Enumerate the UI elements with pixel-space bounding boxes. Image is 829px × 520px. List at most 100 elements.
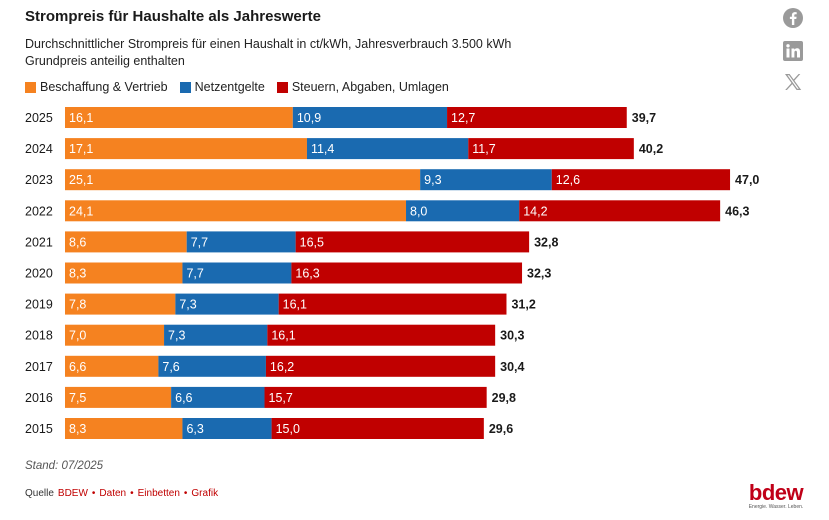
- bar-segment-netzentgelte[interactable]: [182, 262, 292, 284]
- segment-value-label: 15,0: [276, 422, 300, 436]
- bar-segment-steuern[interactable]: [519, 200, 721, 222]
- bar-segment-netzentgelte[interactable]: [306, 138, 469, 160]
- bar-segment-steuern[interactable]: [447, 107, 627, 128]
- bar-row-2015: 2015 8,3 6,3 15,0 29,6: [25, 418, 513, 439]
- segment-value-label: 8,3: [69, 267, 86, 281]
- bar-segment-steuern[interactable]: [278, 293, 507, 315]
- segment-value-label: 16,3: [295, 267, 319, 281]
- bar-row-2021: 2021 8,6 7,7 16,5 32,8: [25, 231, 558, 253]
- linkedin-icon[interactable]: [782, 40, 804, 62]
- total-value-label: 46,3: [725, 204, 749, 218]
- segment-value-label: 10,9: [297, 111, 321, 125]
- logo-tagline: Energie. Wasser. Leben.: [748, 504, 804, 510]
- bar-segment-netzentgelte[interactable]: [171, 386, 265, 408]
- bar-segment-beschaffung[interactable]: [65, 231, 187, 253]
- bar-segment-netzentgelte[interactable]: [406, 200, 520, 222]
- bar-segment-netzentgelte[interactable]: [420, 169, 552, 191]
- chart-title: Strompreis für Haushalte als Jahreswerte: [25, 8, 321, 25]
- logo-word: bdew: [748, 480, 804, 505]
- bar-segment-steuern[interactable]: [267, 324, 496, 346]
- year-label: 2024: [25, 142, 53, 156]
- segment-value-label: 14,2: [523, 204, 547, 218]
- legend-swatch: [25, 81, 36, 93]
- bar-segment-beschaffung[interactable]: [65, 262, 183, 284]
- bar-segment-netzentgelte[interactable]: [292, 107, 448, 128]
- bar-segment-netzentgelte[interactable]: [175, 293, 279, 315]
- bar-segment-steuern[interactable]: [468, 138, 634, 160]
- bar-row-2019: 2019 7,8 7,3 16,1 31,2: [25, 293, 536, 315]
- source-prefix: Quelle: [25, 488, 54, 499]
- segment-value-label: 7,0: [69, 329, 86, 343]
- bar-segment-steuern[interactable]: [265, 355, 496, 377]
- separator-dot: •: [91, 488, 96, 499]
- subtitle-line-2: Grundpreis anteilig enthalten: [25, 54, 185, 68]
- segment-value-label: 6,6: [175, 391, 192, 405]
- segment-value-label: 12,7: [451, 111, 475, 125]
- bar-segment-beschaffung[interactable]: [65, 138, 307, 160]
- separator-dot: •: [183, 488, 188, 499]
- chart-subtitle: Durchschnittlicher Strompreis für einen …: [25, 36, 511, 70]
- total-value-label: 31,2: [511, 298, 535, 312]
- year-label: 2021: [25, 235, 53, 249]
- year-label: 2020: [25, 267, 53, 281]
- bar-segment-netzentgelte[interactable]: [182, 418, 272, 439]
- segment-value-label: 9,3: [424, 173, 441, 187]
- bar-segment-steuern[interactable]: [271, 418, 484, 439]
- bar-segment-netzentgelte[interactable]: [186, 231, 296, 253]
- bar-row-2023: 2023 25,1 9,3 12,6 47,0: [25, 169, 759, 191]
- legend-swatch: [179, 81, 191, 93]
- bar-segment-beschaffung[interactable]: [65, 169, 421, 191]
- segment-value-label: 25,1: [69, 173, 93, 187]
- bar-segment-beschaffung[interactable]: [65, 324, 165, 346]
- bar-segment-netzentgelte[interactable]: [164, 324, 268, 346]
- segment-value-label: 7,7: [186, 267, 203, 281]
- footnote-stand: Stand: 07/2025: [25, 460, 104, 472]
- legend-item-steuern[interactable]: Steuern, Abgaben, Umlagen: [276, 80, 449, 94]
- segment-value-label: 16,5: [300, 235, 324, 249]
- total-value-label: 39,7: [632, 111, 656, 125]
- year-label: 2023: [25, 173, 53, 187]
- total-value-label: 30,4: [500, 360, 524, 374]
- total-value-label: 29,8: [492, 391, 516, 405]
- bar-segment-beschaffung[interactable]: [65, 200, 407, 222]
- segment-value-label: 7,7: [191, 235, 208, 249]
- grafik-link[interactable]: Grafik: [191, 488, 219, 499]
- year-label: 2025: [25, 111, 53, 125]
- segment-value-label: 7,8: [69, 298, 86, 312]
- year-label: 2019: [25, 298, 53, 312]
- bar-segment-beschaffung[interactable]: [65, 418, 183, 439]
- segment-value-label: 16,1: [283, 298, 307, 312]
- facebook-icon[interactable]: [782, 7, 804, 29]
- legend-item-beschaffung[interactable]: Beschaffung & Vertrieb: [25, 80, 168, 94]
- chart-legend: Beschaffung & Vertrieb Netzentgelte Steu…: [25, 80, 449, 94]
- bar-segment-beschaffung[interactable]: [65, 355, 159, 377]
- bar-segment-steuern[interactable]: [551, 169, 731, 191]
- bar-row-2025: 2025 16,1 10,9 12,7 39,7: [25, 107, 656, 128]
- bar-row-2017: 2017 6,6 7,6 16,2 30,4: [25, 355, 525, 377]
- bar-segment-netzentgelte[interactable]: [158, 355, 266, 377]
- bar-segment-beschaffung[interactable]: [65, 386, 172, 408]
- source-bdew-link[interactable]: BDEW: [57, 488, 88, 499]
- segment-value-label: 24,1: [69, 204, 93, 218]
- segment-value-label: 7,3: [179, 298, 196, 312]
- bar-row-2020: 2020 8,3 7,7 16,3 32,3: [25, 262, 551, 284]
- legend-item-netzentgelte[interactable]: Netzentgelte: [179, 80, 265, 94]
- einbetten-link[interactable]: Einbetten: [137, 488, 180, 499]
- bar-segment-beschaffung[interactable]: [65, 293, 176, 315]
- bar-segment-steuern[interactable]: [264, 386, 487, 408]
- bdew-logo: bdew Energie. Wasser. Leben.: [745, 482, 807, 511]
- segment-value-label: 16,1: [69, 111, 93, 125]
- daten-link[interactable]: Daten: [99, 488, 127, 499]
- segment-value-label: 15,7: [269, 391, 293, 405]
- segment-value-label: 6,3: [186, 422, 203, 436]
- total-value-label: 30,3: [500, 329, 524, 343]
- bar-segment-steuern[interactable]: [295, 231, 530, 253]
- bar-segment-beschaffung[interactable]: [65, 107, 293, 128]
- segment-value-label: 17,1: [69, 142, 93, 156]
- bar-row-2022: 2022 24,1 8,0 14,2 46,3: [25, 200, 750, 222]
- year-label: 2017: [25, 360, 53, 374]
- x-icon[interactable]: [782, 71, 804, 93]
- bar-segment-steuern[interactable]: [291, 262, 523, 284]
- segment-value-label: 16,1: [271, 329, 295, 343]
- segment-value-label: 7,3: [168, 329, 185, 343]
